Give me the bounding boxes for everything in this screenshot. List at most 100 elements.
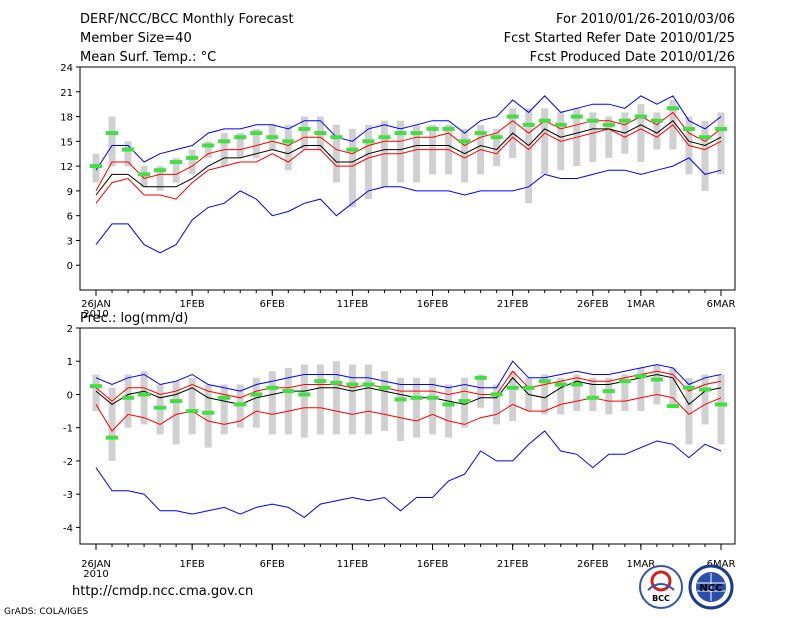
green-marker <box>202 143 215 148</box>
green-marker <box>234 135 247 140</box>
plot-frame <box>79 327 736 545</box>
range-bar <box>348 128 356 208</box>
y-tick-label: 0 <box>67 390 73 401</box>
green-marker <box>618 118 631 123</box>
green-marker <box>378 135 391 140</box>
green-marker <box>586 395 599 400</box>
range-bar <box>589 112 597 162</box>
x-tick-label: 11FEB <box>337 299 369 310</box>
x-tick-label: 6FEB <box>260 299 285 310</box>
precipitation-panel: -4 -3 -2 -1 0 1 2 26JAN 1FEB 6FEB 11FEB 16FEB 21FEB 2… <box>63 324 736 580</box>
green-marker <box>362 139 375 144</box>
series-line-mean <box>95 373 722 406</box>
range-bar <box>156 166 164 191</box>
range-bar <box>108 116 116 167</box>
bcc-logo: BCC <box>639 565 683 609</box>
green-marker <box>554 122 567 127</box>
range-bar <box>717 112 725 175</box>
range-bar <box>717 374 725 445</box>
plot-frame <box>79 66 736 291</box>
green-marker <box>330 135 343 140</box>
y-tick-label: 12 <box>60 162 73 173</box>
green-marker <box>90 384 102 389</box>
x-tick-label: 26JAN <box>81 299 111 310</box>
green-marker <box>154 405 167 410</box>
green-marker <box>346 382 359 387</box>
range-bar <box>396 120 404 183</box>
series-line-p90 <box>95 370 722 402</box>
ncc-logo: NCC <box>688 564 734 610</box>
green-marker <box>266 385 279 390</box>
range-bar <box>332 124 340 183</box>
range-bar <box>637 104 645 162</box>
range-bar <box>124 141 132 167</box>
green-marker <box>650 118 663 123</box>
green-marker <box>90 164 102 169</box>
green-marker <box>650 377 663 382</box>
precip-panel-title: Prec.: log(mm/d) <box>80 311 188 326</box>
green-marker <box>666 106 679 111</box>
footer-url: http://cmdp.ncc.cma.gov.cn <box>72 584 253 599</box>
series-line-p10 <box>95 124 722 204</box>
x-tick-label: 1FEB <box>180 559 205 570</box>
green-marker <box>394 131 407 136</box>
green-marker <box>218 395 231 400</box>
range-bar <box>589 377 597 412</box>
range-bar <box>236 133 244 158</box>
range-bar <box>525 108 533 204</box>
x-tick-label: 6MAR <box>707 299 736 310</box>
green-marker <box>698 387 711 392</box>
green-marker <box>586 118 599 123</box>
range-bar <box>461 128 469 183</box>
range-bar <box>252 128 260 158</box>
x-tick-label: 16FEB <box>417 299 449 310</box>
range-bar <box>637 367 645 412</box>
x-tick-label: 1MAR <box>626 559 655 570</box>
range-bar <box>300 364 308 438</box>
range-bar <box>685 377 693 445</box>
green-marker <box>634 114 647 119</box>
range-bar <box>621 374 629 412</box>
green-marker <box>634 374 647 379</box>
green-marker <box>715 126 727 131</box>
y-tick-label: -4 <box>63 523 73 534</box>
x-tick-label: 21FEB <box>497 299 529 310</box>
range-bar <box>493 384 501 425</box>
range-bar <box>92 374 100 412</box>
green-marker <box>298 392 311 397</box>
range-bar <box>701 120 709 191</box>
range-bar <box>413 124 421 183</box>
y-tick-label: 2 <box>67 324 73 335</box>
green-marker <box>234 402 247 407</box>
range-bar <box>541 374 549 415</box>
range-bar <box>364 124 372 200</box>
x-year-label: 2010 <box>83 569 108 580</box>
range-bar <box>140 371 148 425</box>
y-tick-label: 24 <box>60 63 73 74</box>
green-marker <box>298 126 311 131</box>
y-tick-label: 18 <box>60 113 73 124</box>
range-bar <box>701 374 709 425</box>
green-marker <box>282 139 295 144</box>
y-tick-label: -2 <box>63 457 73 468</box>
y-tick-label: 1 <box>67 357 73 368</box>
range-bar <box>396 377 404 441</box>
green-marker <box>602 122 615 127</box>
green-marker <box>458 399 471 404</box>
x-tick-label: 6MAR <box>707 559 736 570</box>
green-marker <box>202 410 215 415</box>
range-bar <box>188 149 196 175</box>
green-marker <box>170 399 183 404</box>
x-tick-label: 6FEB <box>260 559 285 570</box>
range-bar <box>316 364 324 435</box>
range-bar <box>445 384 453 438</box>
green-marker <box>250 131 263 136</box>
y-tick-label: -3 <box>63 490 73 501</box>
y-tick-label: -1 <box>63 424 73 435</box>
range-bar <box>573 374 581 412</box>
green-marker <box>362 382 375 387</box>
range-bar <box>653 112 661 150</box>
green-marker <box>474 375 487 380</box>
range-bar <box>108 387 116 461</box>
